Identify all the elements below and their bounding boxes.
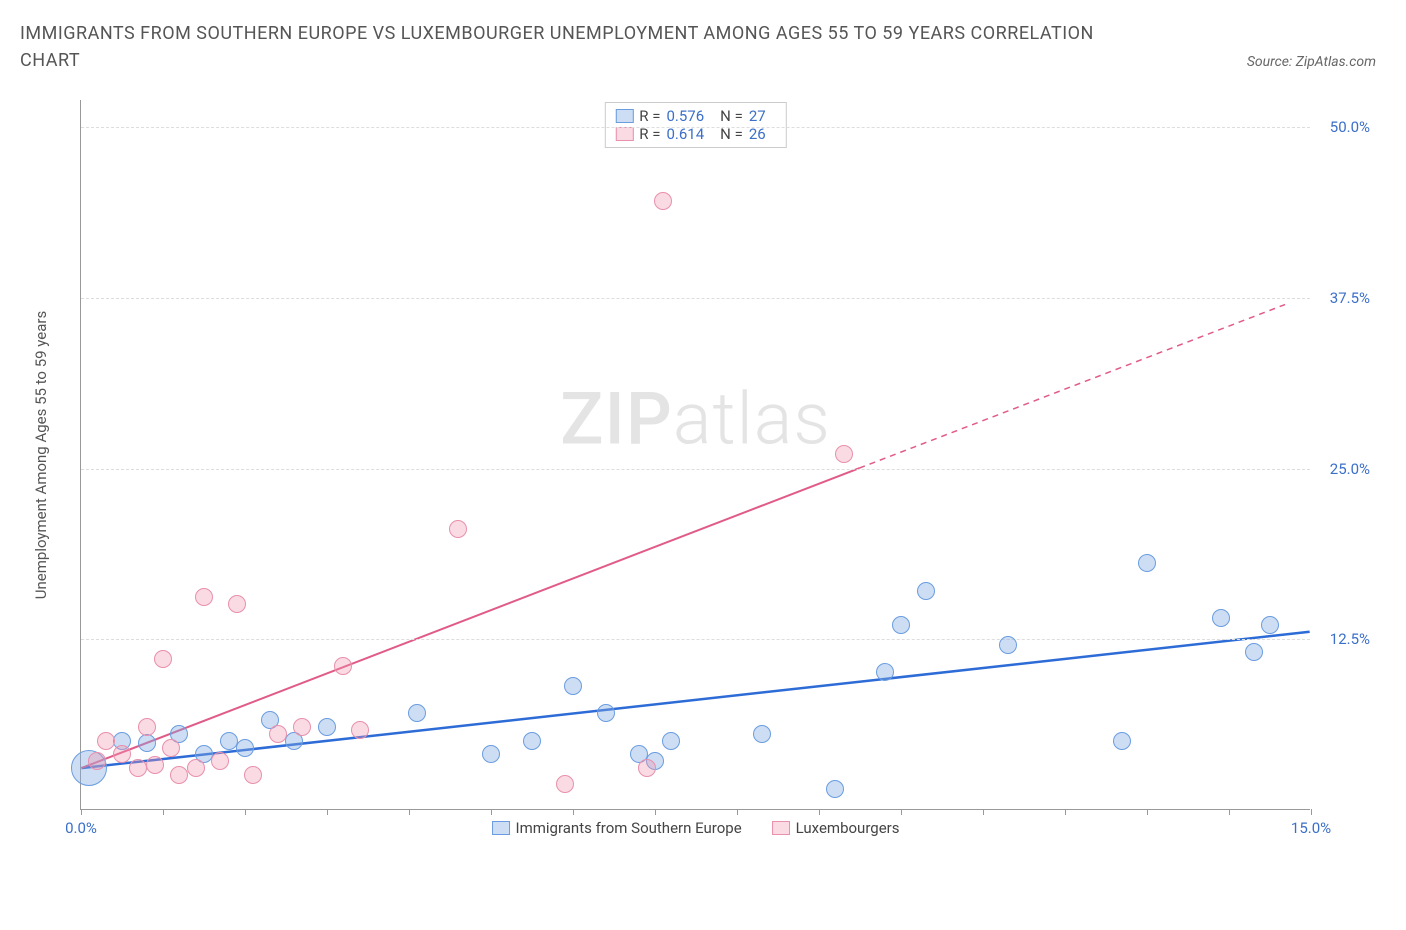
data-point	[113, 745, 131, 763]
n-label: N =	[720, 107, 743, 125]
legend-label-blue: Immigrants from Southern Europe	[516, 819, 742, 837]
legend-swatch-pink-icon	[772, 821, 790, 835]
data-point	[269, 725, 287, 743]
data-point	[638, 759, 656, 777]
watermark-zip: ZIP	[560, 377, 673, 462]
legend-item-blue: Immigrants from Southern Europe	[492, 819, 742, 837]
x-tick	[1147, 809, 1148, 815]
data-point	[187, 759, 205, 777]
data-point	[917, 582, 935, 600]
data-point	[999, 636, 1017, 654]
x-tick	[163, 809, 164, 815]
data-point	[597, 704, 615, 722]
source-label: Source: ZipAtlas.com	[1247, 54, 1376, 70]
trend-lines-svg	[81, 100, 1310, 809]
data-point	[236, 739, 254, 757]
data-point	[523, 732, 541, 750]
x-tick	[491, 809, 492, 815]
data-point	[556, 775, 574, 793]
x-tick	[327, 809, 328, 815]
y-tick-label: 12.5%	[1315, 630, 1370, 648]
r-label: R =	[639, 107, 660, 125]
x-tick	[655, 809, 656, 815]
legend-label-pink: Luxembourgers	[796, 819, 900, 837]
y-tick-label: 50.0%	[1315, 118, 1370, 136]
gridline	[81, 639, 1310, 640]
bottom-legend: Immigrants from Southern Europe Luxembou…	[492, 819, 900, 837]
swatch-pink-icon	[615, 127, 633, 141]
data-point	[318, 718, 336, 736]
chart-title: IMMIGRANTS FROM SOUTHERN EUROPE VS LUXEM…	[20, 20, 1120, 74]
watermark-atlas: atlas	[673, 377, 831, 462]
x-tick	[81, 809, 82, 815]
x-tick	[737, 809, 738, 815]
data-point	[1212, 609, 1230, 627]
data-point	[1113, 732, 1131, 750]
data-point	[662, 732, 680, 750]
x-tick	[245, 809, 246, 815]
data-point	[351, 721, 369, 739]
data-point	[654, 192, 672, 210]
data-point	[244, 766, 262, 784]
x-tick	[819, 809, 820, 815]
data-point	[211, 752, 229, 770]
data-point	[1261, 616, 1279, 634]
data-point	[564, 677, 582, 695]
trend-line	[859, 305, 1285, 469]
data-point	[97, 732, 115, 750]
data-point	[146, 756, 164, 774]
data-point	[138, 718, 156, 736]
x-tick-label: 0.0%	[65, 819, 97, 837]
plot-area: Unemployment Among Ages 55 to 59 years Z…	[80, 100, 1310, 810]
x-tick	[409, 809, 410, 815]
data-point	[154, 650, 172, 668]
data-point	[88, 752, 106, 770]
data-point	[293, 718, 311, 736]
x-tick	[901, 809, 902, 815]
x-tick-label: 15.0%	[1291, 819, 1331, 837]
data-point	[449, 520, 467, 538]
data-point	[1138, 554, 1156, 572]
r-value-blue: 0.576	[666, 107, 704, 125]
data-point	[129, 759, 147, 777]
x-tick	[1065, 809, 1066, 815]
stats-legend: R = 0.576 N = 27 R = 0.614 N = 26	[604, 102, 786, 148]
legend-swatch-blue-icon	[492, 821, 510, 835]
data-point	[138, 734, 156, 752]
x-tick	[1229, 809, 1230, 815]
x-tick	[983, 809, 984, 815]
data-point	[408, 704, 426, 722]
data-point	[334, 657, 352, 675]
gridline	[81, 127, 1310, 128]
legend-item-pink: Luxembourgers	[772, 819, 900, 837]
y-axis-label: Unemployment Among Ages 55 to 59 years	[32, 310, 50, 598]
data-point	[170, 766, 188, 784]
x-tick	[1311, 809, 1312, 815]
data-point	[826, 780, 844, 798]
swatch-blue-icon	[615, 109, 633, 123]
y-tick-label: 25.0%	[1315, 460, 1370, 478]
data-point	[892, 616, 910, 634]
data-point	[220, 732, 238, 750]
data-point	[482, 745, 500, 763]
y-tick-label: 37.5%	[1315, 289, 1370, 307]
data-point	[835, 445, 853, 463]
data-point	[876, 663, 894, 681]
stats-row-blue: R = 0.576 N = 27	[615, 107, 775, 125]
data-point	[195, 588, 213, 606]
gridline	[81, 298, 1310, 299]
trend-line	[81, 468, 859, 768]
data-point	[753, 725, 771, 743]
data-point	[1245, 643, 1263, 661]
gridline	[81, 469, 1310, 470]
data-point	[228, 595, 246, 613]
n-value-blue: 27	[749, 107, 766, 125]
data-point	[162, 739, 180, 757]
chart-container: IMMIGRANTS FROM SOUTHERN EUROPE VS LUXEM…	[20, 20, 1386, 910]
x-tick	[573, 809, 574, 815]
watermark: ZIPatlas	[560, 377, 831, 462]
